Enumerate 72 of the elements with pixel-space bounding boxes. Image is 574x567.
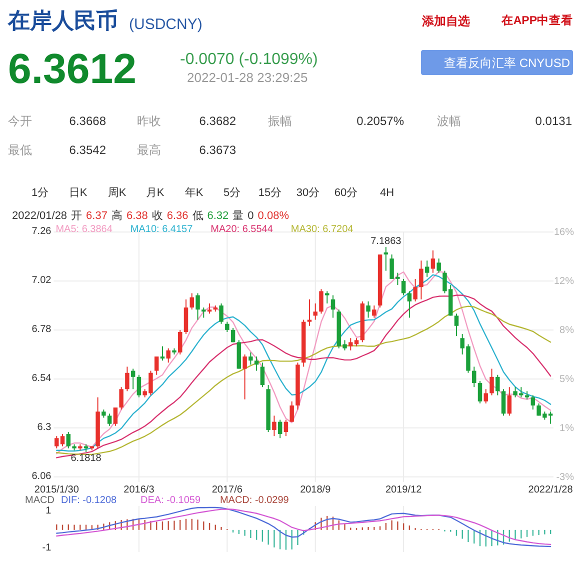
y2-tick-label: -3% xyxy=(556,472,574,483)
y-tick-label: 7.02 xyxy=(32,274,52,286)
text: 最高 xyxy=(137,143,161,157)
text: 0.08% xyxy=(258,210,290,222)
annotation: 7.1863 xyxy=(370,236,402,248)
text: 月K xyxy=(146,187,165,199)
y-tick-label: 6.06 xyxy=(32,470,52,482)
x-tick-label: 2016/3 xyxy=(124,484,155,496)
text: MA30: 6.7204 xyxy=(290,224,354,235)
text: 2022/01/28 xyxy=(12,210,68,222)
text: 低 xyxy=(192,210,204,222)
series-label: DEA: -0.1059 xyxy=(140,495,201,506)
x-tick-label: 2019/12 xyxy=(385,484,422,496)
text: 6.37 xyxy=(86,210,108,222)
y-tick-label: -1 xyxy=(42,542,52,554)
x-tick-label: 2022/1/28 xyxy=(528,484,574,496)
x-tick-label: 2018/9 xyxy=(300,484,332,496)
y2-tick-label: 16% xyxy=(554,227,574,238)
text: 30分 xyxy=(296,187,320,199)
y-tick-label: 6.54 xyxy=(32,372,52,384)
text: 15分 xyxy=(258,187,282,199)
y-tick-label: 7.26 xyxy=(32,226,52,237)
y-tick-label: 6.3 xyxy=(37,422,52,433)
text: 6.3673 xyxy=(199,143,236,157)
text: 昨收 xyxy=(137,114,161,128)
y2-tick-label: 1% xyxy=(560,422,574,434)
text: 6.3682 xyxy=(199,114,236,128)
text: MA20: 6.5544 xyxy=(210,224,274,235)
text: 6.3612 xyxy=(8,45,136,92)
text: 0.0131 xyxy=(535,114,572,128)
text: 高 xyxy=(111,209,122,222)
text: 6.36 xyxy=(166,210,188,222)
text: 4H xyxy=(380,187,394,199)
text: 最低 xyxy=(8,143,32,157)
text: 日K xyxy=(68,187,88,199)
series-label: MACD: -0.0299 xyxy=(220,495,290,506)
x-tick-label: 2017/6 xyxy=(212,484,243,496)
text: 量 xyxy=(232,210,244,222)
text: 开 xyxy=(71,210,82,222)
text: 60分 xyxy=(334,187,358,199)
x-tick-label: 2015/1/30 xyxy=(34,484,80,496)
chart-title: MACD xyxy=(25,495,54,506)
text: 0.2057% xyxy=(356,114,404,128)
text: 2022-01-28 23:29:25 xyxy=(187,70,308,85)
text: 6.3542 xyxy=(69,143,106,157)
text: 在APP中查看 xyxy=(500,13,573,27)
text: 周K xyxy=(108,187,127,199)
text: 5分 xyxy=(223,187,241,199)
text: 振幅 xyxy=(268,114,292,128)
y2-tick-label: 5% xyxy=(560,374,574,385)
text: MA10: 6.4157 xyxy=(130,224,194,235)
y-tick-label: 1 xyxy=(46,506,52,517)
series-label: DIF: -0.1208 xyxy=(61,495,118,506)
text: 波幅 xyxy=(437,114,461,128)
text: 今开 xyxy=(8,114,32,128)
text: 在岸人民币 xyxy=(7,8,118,33)
y2-tick-label: 12% xyxy=(554,276,574,287)
text: MA5: 6.3864 xyxy=(56,224,113,235)
text: 6.38 xyxy=(126,210,148,222)
text: 0 xyxy=(248,210,254,222)
y-tick-label: 6.78 xyxy=(32,324,52,335)
text: 6.32 xyxy=(207,210,229,222)
text: 添加自选 xyxy=(421,14,470,28)
y2-tick-label: 8% xyxy=(560,324,574,336)
text: 查看反向汇率 CNYUSD xyxy=(444,56,570,70)
text: 6.3668 xyxy=(69,114,106,128)
text: -0.0070 (-0.1099%) xyxy=(180,51,318,68)
annotation: 6.1818 xyxy=(70,453,102,464)
text: 年K xyxy=(184,187,204,199)
text: 收 xyxy=(152,210,163,222)
text: 1分 xyxy=(31,187,49,199)
text: (USDCNY) xyxy=(129,16,202,33)
